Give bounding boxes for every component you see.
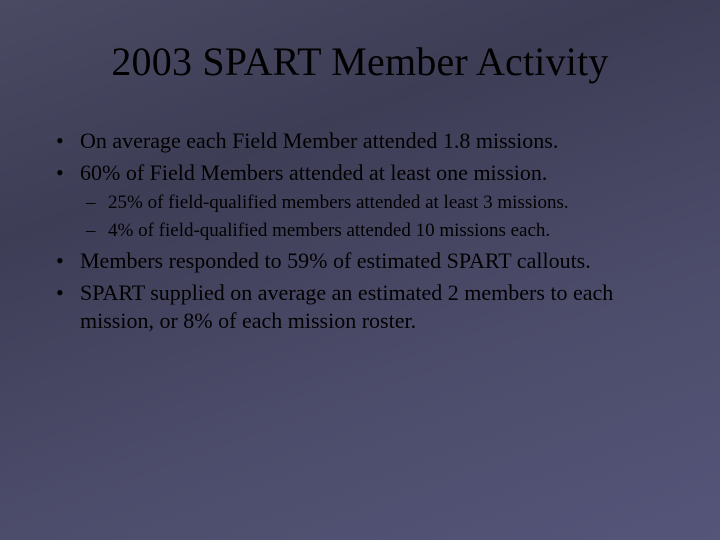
- slide-title: 2003 SPART Member Activity: [0, 38, 720, 85]
- bullet-list-level1-cont: Members responded to 59% of estimated SP…: [50, 247, 670, 335]
- list-item: On average each Field Member attended 1.…: [50, 127, 670, 155]
- slide: 2003 SPART Member Activity On average ea…: [0, 0, 720, 540]
- bullet-list-level1: On average each Field Member attended 1.…: [50, 127, 670, 187]
- list-item: SPART supplied on average an estimated 2…: [50, 279, 670, 335]
- list-item: 60% of Field Members attended at least o…: [50, 159, 670, 187]
- list-item: Members responded to 59% of estimated SP…: [50, 247, 670, 275]
- nested-wrap: 25% of field-qualified members attended …: [50, 191, 670, 243]
- slide-content: On average each Field Member attended 1.…: [0, 127, 720, 335]
- bullet-list-level2: 25% of field-qualified members attended …: [80, 191, 670, 243]
- list-item: 25% of field-qualified members attended …: [80, 191, 670, 215]
- list-item: 4% of field-qualified members attended 1…: [80, 219, 670, 243]
